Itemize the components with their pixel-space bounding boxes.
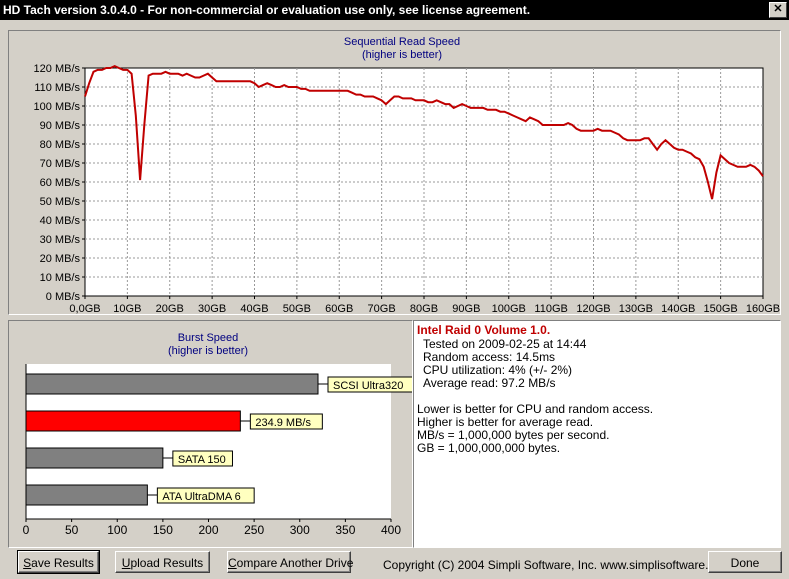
burst-x-tick-label: 350 bbox=[335, 523, 355, 537]
note-higher-better: Higher is better for average read. bbox=[417, 415, 594, 429]
burst-label-box bbox=[249, 413, 323, 430]
burst-bar-label: SCSI Ultra320 bbox=[333, 380, 403, 392]
seq-chart-subtitle: (higher is better) bbox=[362, 49, 442, 61]
seq-x-tick-label: 60GB bbox=[325, 303, 353, 314]
compare-label: ompare Another Drive bbox=[236, 556, 354, 570]
burst-bar-label: SATA 150 bbox=[178, 454, 226, 466]
burst-bar bbox=[25, 447, 164, 469]
burst-label-box bbox=[172, 450, 233, 467]
burst-label-box bbox=[156, 487, 255, 504]
close-icon: ✕ bbox=[773, 3, 783, 15]
burst-x-tick-label: 400 bbox=[381, 523, 401, 537]
burst-x-tick-label: 150 bbox=[153, 523, 173, 537]
note-mbs-definition: MB/s = 1,000,000 bytes per second. bbox=[417, 428, 610, 442]
burst-bar bbox=[25, 484, 148, 506]
copyright-text: Copyright (C) 2004 Simpli Software, Inc.… bbox=[383, 558, 732, 572]
burst-x-tick-label: 200 bbox=[198, 523, 218, 537]
seq-x-tick-label: 110GB bbox=[534, 303, 567, 314]
seq-x-tick-label: 0,0GB bbox=[69, 303, 100, 314]
burst-x-tick-label: 250 bbox=[244, 523, 264, 537]
seq-y-tick-label: 10 MB/s bbox=[40, 272, 81, 284]
seq-y-tick-label: 30 MB/s bbox=[40, 234, 81, 246]
burst-speed-chart: Burst Speed (higher is better) 0 50 100 150… bbox=[23, 332, 420, 537]
burst-chart-subtitle: (higher is better) bbox=[168, 345, 248, 357]
burst-x-tick-label: 50 bbox=[65, 523, 79, 537]
burst-x-tick-label: 300 bbox=[290, 523, 310, 537]
seq-x-tick-label: 150GB bbox=[704, 303, 738, 314]
upload-accel-key: U bbox=[121, 556, 131, 570]
note-lower-better: Lower is better for CPU and random acces… bbox=[417, 402, 654, 416]
burst-x-tick-label: 0 bbox=[23, 523, 30, 537]
seq-y-tick-label: 20 MB/s bbox=[40, 253, 81, 265]
seq-x-tick-label: 70GB bbox=[368, 303, 396, 314]
seq-y-tick-label: 100 MB/s bbox=[34, 101, 81, 113]
seq-x-tick-label: 90GB bbox=[452, 303, 480, 314]
burst-bar-label: 234.9 MB/s bbox=[255, 417, 311, 429]
seq-x-tick-label: 130GB bbox=[619, 303, 653, 314]
upload-results-button[interactable]: Upload Results bbox=[115, 551, 210, 573]
note-gb-definition: GB = 1,000,000,000 bytes. bbox=[417, 441, 561, 455]
average-read: Average read: 97.2 MB/s bbox=[423, 376, 556, 390]
random-access: Random access: 14.5ms bbox=[423, 350, 556, 364]
seq-y-tick-label: 70 MB/s bbox=[40, 158, 81, 170]
seq-y-tick-label: 0 MB/s bbox=[46, 291, 81, 303]
seq-y-tick-label: 60 MB/s bbox=[40, 177, 81, 189]
seq-x-tick-label: 40GB bbox=[240, 303, 268, 314]
window-title: HD Tach version 3.0.4.0 - For non-commer… bbox=[3, 3, 531, 17]
title-bar: HD Tach version 3.0.4.0 - For non-commer… bbox=[0, 0, 789, 20]
done-button[interactable]: Done bbox=[708, 551, 782, 573]
drive-name: Intel Raid 0 Volume 1.0. bbox=[417, 323, 551, 337]
seq-x-tick-label: 80GB bbox=[410, 303, 438, 314]
cpu-utilization: CPU utilization: 4% (+/- 2%) bbox=[423, 363, 573, 377]
seq-x-tick-label: 50GB bbox=[283, 303, 311, 314]
burst-x-tick-label: 100 bbox=[107, 523, 127, 537]
upload-label: pload Results bbox=[130, 556, 204, 570]
seq-x-tick-label: 30GB bbox=[198, 303, 226, 314]
burst-speed-panel: Burst Speed (higher is better) 0 50 100 150… bbox=[8, 320, 420, 548]
compare-accel-key: C bbox=[228, 556, 237, 570]
seq-y-tick-label: 90 MB/s bbox=[40, 120, 81, 132]
save-accel-key: S bbox=[23, 556, 32, 570]
seq-read-line bbox=[84, 65, 764, 200]
seq-x-tick-label: 140GB bbox=[661, 303, 695, 314]
seq-x-tick-label: 20GB bbox=[156, 303, 184, 314]
results-info-panel: Intel Raid 0 Volume 1.0. Tested on 2009-… bbox=[413, 320, 781, 548]
seq-y-tick-label: 50 MB/s bbox=[40, 196, 81, 208]
seq-chart-title: Sequential Read Speed bbox=[344, 36, 460, 48]
seq-y-tick-label: 80 MB/s bbox=[40, 139, 81, 151]
seq-y-tick-label: 110 MB/s bbox=[34, 82, 80, 94]
sequential-read-panel: Sequential Read Speed (higher is better)… bbox=[8, 30, 781, 315]
seq-y-tick-label: 120 MB/s bbox=[34, 63, 81, 75]
save-results-button[interactable]: Save Results bbox=[17, 550, 100, 574]
seq-y-tick-label: 40 MB/s bbox=[40, 215, 81, 227]
tested-on: Tested on 2009-02-25 at 14:44 bbox=[423, 337, 587, 351]
seq-x-tick-label: 120GB bbox=[576, 303, 610, 314]
save-label: ave Results bbox=[31, 556, 94, 570]
sequential-read-chart: Sequential Read Speed (higher is better)… bbox=[34, 36, 781, 315]
seq-x-tick-label: 160GB bbox=[746, 303, 780, 314]
burst-chart-title: Burst Speed bbox=[178, 332, 239, 344]
burst-bar bbox=[25, 410, 241, 432]
seq-x-tick-label: 100GB bbox=[492, 303, 526, 314]
burst-bar bbox=[25, 373, 319, 395]
compare-another-drive-button[interactable]: Compare Another Drive bbox=[227, 551, 354, 573]
close-button[interactable]: ✕ bbox=[769, 2, 787, 18]
seq-x-tick-label: 10GB bbox=[113, 303, 141, 314]
burst-bar-label: ATA UltraDMA 6 bbox=[162, 491, 240, 503]
